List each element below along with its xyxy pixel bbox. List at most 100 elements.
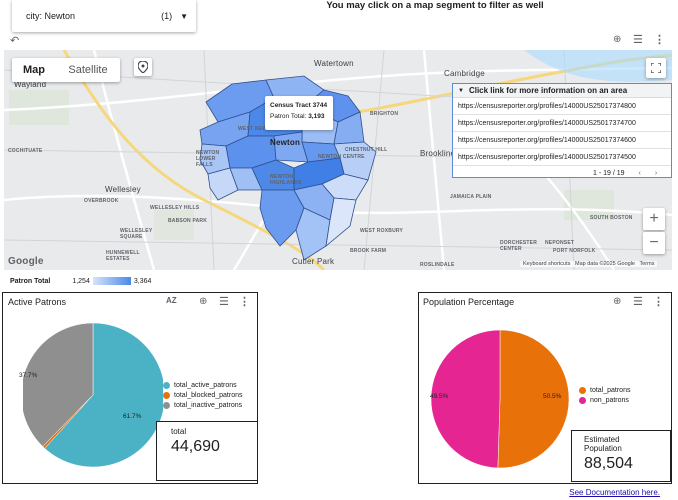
place-label: Wayland <box>14 80 47 89</box>
place-label: Watertown <box>314 59 354 68</box>
scorecard-value: 88,504 <box>584 455 633 472</box>
legend-gradient <box>92 277 131 285</box>
map-attribution: Keyboard shortcuts Map data ©2025 Google… <box>520 261 658 267</box>
slice-label-inactive: 37.7% <box>19 372 38 379</box>
keyboard-shortcuts-link[interactable]: Keyboard shortcuts <box>523 261 571 267</box>
map-data-label: Map data ©2025 Google <box>574 261 635 267</box>
sort-az-icon[interactable]: AZ <box>166 296 177 305</box>
legend-item: total_active_patrons <box>163 380 243 390</box>
legend-dot <box>579 396 586 404</box>
place-label: SOUTH BOSTON <box>590 215 633 221</box>
google-logo: Google <box>8 256 44 267</box>
total-scorecard: total 44,690 <box>156 421 258 481</box>
slice-label-non: 49.5% <box>430 393 449 400</box>
slice-label-patrons: 50.5% <box>543 393 562 400</box>
sort-down-icon: ▼ <box>458 87 464 94</box>
terms-link[interactable]: Terms <box>639 261 655 267</box>
active-patrons-panel: Active Patrons AZ ⊕ ☰ ⋮ 37.7% 61.7% tota… <box>2 292 258 484</box>
place-label: HUNNEWELL ESTATES <box>106 250 140 262</box>
panel-title: Population Percentage <box>423 297 515 307</box>
filter-icon[interactable]: ☰ <box>633 34 643 46</box>
place-label: OVERBROOK <box>84 198 119 204</box>
undo-icon[interactable]: ↶ <box>10 35 20 47</box>
zoom-icon[interactable]: ⊕ <box>199 296 208 307</box>
map-legend: Patron Total 1,254 3,364 <box>10 274 151 288</box>
legend-dot <box>163 381 170 389</box>
legend-max: 3,364 <box>133 277 152 285</box>
place-label: COCHITUATE <box>8 148 43 154</box>
population-scorecard: Estimated Population 88,504 <box>571 430 671 482</box>
legend-dot <box>579 386 586 394</box>
map-type-map[interactable]: Map <box>23 64 45 76</box>
zoom-out-icon[interactable]: − <box>643 232 665 254</box>
location-pin-icon[interactable] <box>134 58 152 76</box>
scorecard-label: Estimated Population <box>584 435 622 453</box>
pie-slice-non-patrons[interactable] <box>430 329 501 469</box>
table-row[interactable]: https://censusreporter.org/profiles/1400… <box>453 149 671 166</box>
links-table-header[interactable]: ▼ Click link for more information on an a… <box>453 84 671 98</box>
place-label: Wellesley <box>105 185 141 194</box>
place-label: CHESTNUT HILL <box>345 147 388 153</box>
place-label: Cambridge <box>444 69 485 78</box>
tooltip-label: Patron Total: <box>270 113 309 120</box>
tooltip-title: Census Tract 3744 <box>270 102 328 109</box>
place-label: BROOK FARM <box>350 248 387 254</box>
filter-label: city: Newton <box>26 11 76 21</box>
caret-down-icon: ▼ <box>180 11 188 21</box>
legend-item: total_blocked_patrons <box>163 390 243 400</box>
legend-label: non_patrons <box>590 396 629 404</box>
zoom-icon[interactable]: ⊕ <box>613 296 622 307</box>
place-label: BABSON PARK <box>168 218 208 224</box>
legend-item: total_patrons <box>579 385 630 395</box>
filter-icon[interactable]: ☰ <box>633 296 643 308</box>
place-label: JAMAICA PLAIN <box>450 194 492 200</box>
filter-icon[interactable]: ☰ <box>219 296 229 308</box>
map-type-satellite[interactable]: Satellite <box>68 64 108 76</box>
pie-slice-patrons[interactable] <box>497 329 570 469</box>
panel-title: Active Patrons <box>8 297 67 307</box>
more-vert-icon[interactable]: ⋮ <box>654 34 665 46</box>
census-links-table: ▼ Click link for more information on an a… <box>452 83 672 178</box>
place-label: NEPONSET <box>545 240 575 246</box>
slice-label-active: 61.7% <box>123 413 142 420</box>
place-label: ROSLINDALE <box>420 262 455 268</box>
map-tooltip: Census Tract 3744 Patron Total: 3,193 <box>265 96 333 130</box>
more-vert-icon[interactable]: ⋮ <box>239 296 250 308</box>
population-panel: Population Percentage ⊕ ☰ ⋮ 49.5% 50.5% … <box>418 292 672 484</box>
place-label: WELLESLEY HILLS <box>150 205 200 211</box>
tooltip-value: 3,193 <box>308 113 325 120</box>
place-label: DORCHESTER CENTER <box>500 240 538 252</box>
pie-slice-active[interactable] <box>44 322 163 468</box>
pager-label: 1 - 19 / 19 <box>593 169 625 177</box>
page-headline: You may click on a map segment to filter… <box>326 0 544 11</box>
legend-label: total_patrons <box>590 386 631 394</box>
city-filter-dropdown[interactable]: city: Newton (1) ▼ <box>12 0 196 32</box>
pie-legend: total_patrons non_patrons <box>579 385 630 405</box>
population-pie[interactable] <box>425 315 575 471</box>
place-label: Brookline <box>420 149 456 158</box>
map-type-toggle[interactable]: Map Satellite <box>12 58 120 82</box>
zoom-icon[interactable]: ⊕ <box>613 34 622 45</box>
pie-slice-inactive[interactable] <box>23 322 94 447</box>
place-label: NEWTON CENTRE <box>318 154 365 160</box>
chevron-right-icon[interactable]: › <box>654 169 658 177</box>
table-row[interactable]: https://censusreporter.org/profiles/1400… <box>453 115 671 132</box>
legend-title: Patron Total <box>10 277 51 285</box>
active-patrons-pie[interactable] <box>23 315 163 471</box>
chevron-left-icon[interactable]: ‹ <box>638 169 641 177</box>
place-label: Cutler Park <box>292 257 335 266</box>
documentation-link[interactable]: See Documentation here. <box>569 488 660 497</box>
legend-dot <box>163 391 170 399</box>
fullscreen-icon[interactable] <box>646 58 666 78</box>
place-label: Newton <box>270 138 301 147</box>
table-row[interactable]: https://censusreporter.org/profiles/1400… <box>453 132 671 149</box>
legend-min: 1,254 <box>72 277 90 285</box>
table-row[interactable]: https://censusreporter.org/profiles/1400… <box>453 98 671 115</box>
more-vert-icon[interactable]: ⋮ <box>653 296 664 308</box>
place-label: WEST NEWTON <box>238 126 279 132</box>
legend-item: non_patrons <box>579 395 630 405</box>
zoom-in-icon[interactable]: + <box>643 208 665 230</box>
place-label: WEST ROXBURY <box>360 228 404 234</box>
filter-count: (1) <box>161 11 173 21</box>
legend-dot <box>163 401 170 409</box>
